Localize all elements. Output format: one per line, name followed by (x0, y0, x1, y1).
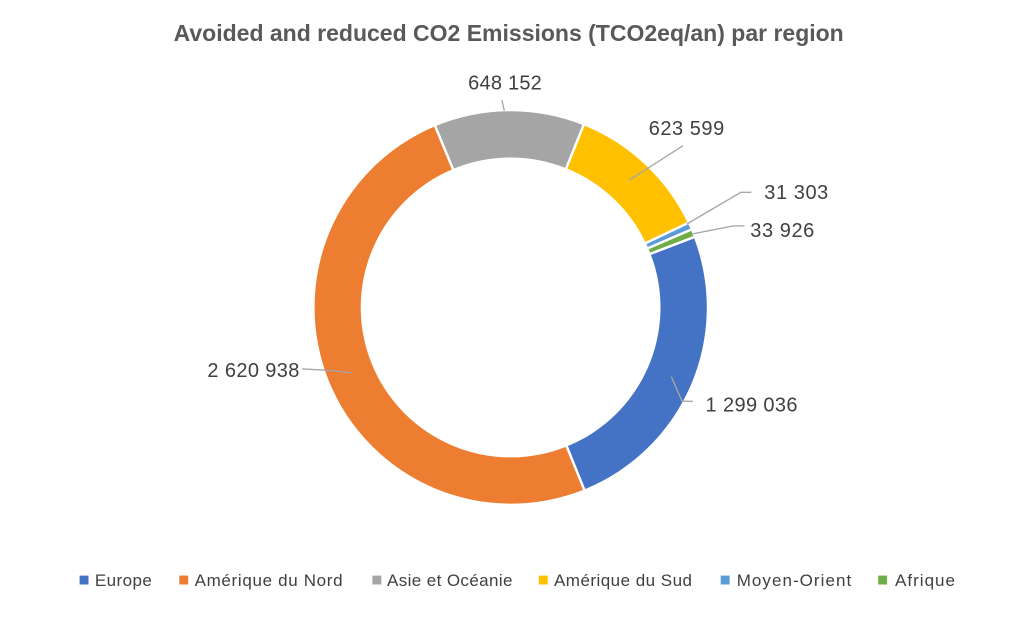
svg-text:Europe: Europe (95, 571, 152, 590)
svg-text:Moyen-Orient: Moyen-Orient (737, 571, 852, 590)
svg-text:Amérique du Nord: Amérique du Nord (195, 571, 343, 590)
svg-text:1 299 036: 1 299 036 (706, 395, 798, 417)
svg-text:Asie et Océanie: Asie et Océanie (387, 571, 513, 590)
svg-text:Avoided and reduced CO2 Emissi: Avoided and reduced CO2 Emissions (TCO2e… (174, 20, 844, 46)
svg-text:31 303: 31 303 (764, 182, 828, 204)
svg-text:33 926: 33 926 (750, 220, 814, 242)
svg-text:2 620 938: 2 620 938 (207, 360, 299, 382)
svg-text:623 599: 623 599 (649, 118, 725, 140)
svg-text:Afrique: Afrique (895, 571, 955, 590)
svg-text:648 152: 648 152 (468, 73, 542, 95)
svg-text:Amérique du Sud: Amérique du Sud (554, 571, 692, 590)
